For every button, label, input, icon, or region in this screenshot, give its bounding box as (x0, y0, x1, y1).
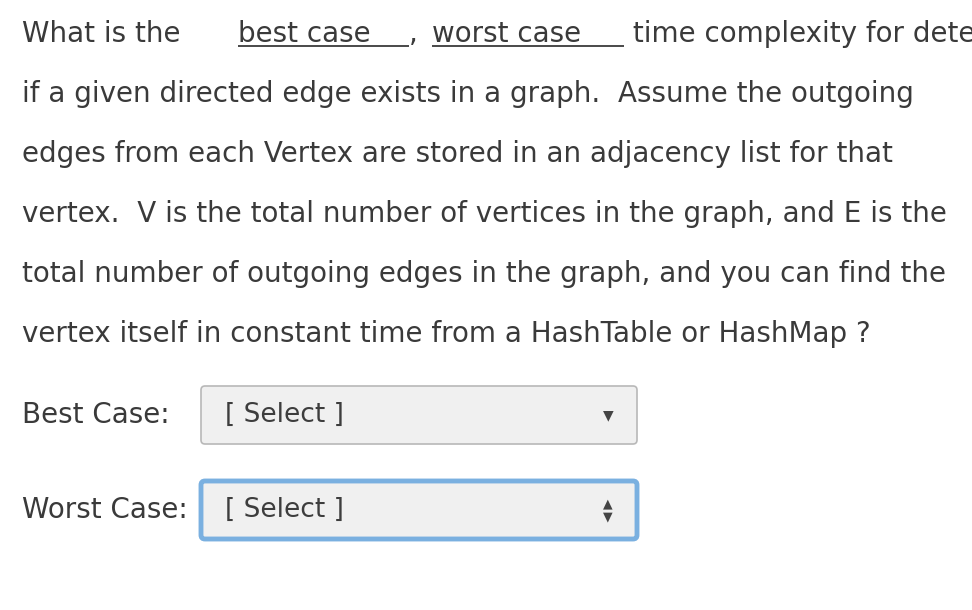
Text: ▼: ▼ (603, 408, 613, 422)
Text: What is the: What is the (22, 20, 190, 48)
FancyBboxPatch shape (201, 386, 637, 444)
Text: time complexity for determining: time complexity for determining (624, 20, 972, 48)
Text: [ Select ]: [ Select ] (225, 497, 344, 523)
Text: [ Select ]: [ Select ] (225, 402, 344, 428)
Text: worst case: worst case (432, 20, 581, 48)
Text: vertex itself in constant time from a HashTable or HashMap ?: vertex itself in constant time from a Ha… (22, 320, 871, 348)
Text: edges from each Vertex are stored in an adjacency list for that: edges from each Vertex are stored in an … (22, 140, 893, 168)
Text: total number of outgoing edges in the graph, and you can find the: total number of outgoing edges in the gr… (22, 260, 946, 288)
Text: ,: , (409, 20, 427, 48)
Text: Worst Case:: Worst Case: (22, 496, 188, 524)
Text: ▲: ▲ (604, 498, 612, 511)
Text: Best Case:: Best Case: (22, 401, 170, 429)
Text: if a given directed edge exists in a graph.  Assume the outgoing: if a given directed edge exists in a gra… (22, 80, 914, 108)
FancyBboxPatch shape (201, 481, 637, 539)
Text: vertex.  V is the total number of vertices in the graph, and E is the: vertex. V is the total number of vertice… (22, 200, 947, 228)
Text: best case: best case (238, 20, 370, 48)
Text: ▼: ▼ (604, 511, 612, 523)
